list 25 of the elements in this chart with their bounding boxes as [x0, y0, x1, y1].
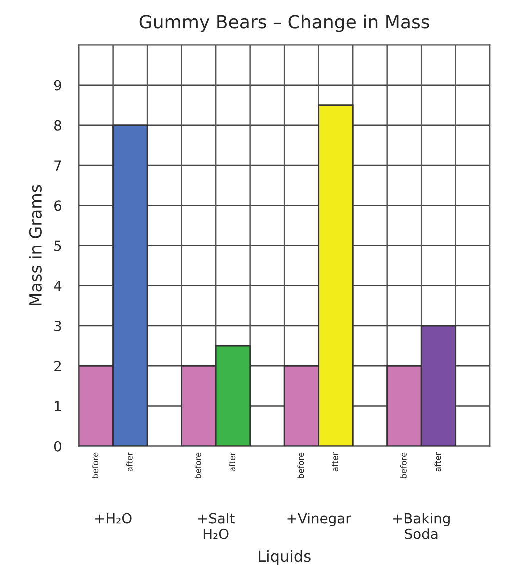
y-tick-label: 4: [54, 281, 62, 292]
text: after: [126, 452, 133, 472]
y-tick-label: 8: [54, 120, 62, 131]
y-tick-label: 0: [54, 441, 62, 452]
y-axis-title: Mass in Grams: [29, 185, 42, 306]
x-tick-label: +H₂O: [95, 513, 132, 524]
text: before: [298, 452, 304, 478]
text: before: [194, 452, 202, 478]
x-tick-label: +Vinegar: [288, 513, 352, 526]
text: before: [92, 452, 99, 478]
text: after: [332, 452, 338, 472]
y-tick-label: 7: [54, 160, 62, 171]
y-tick-label: 1: [55, 401, 62, 412]
x-tick-label: +Salt H₂O: [198, 513, 235, 540]
y-tick-label: 2: [54, 361, 61, 372]
y-tick-label: 6: [54, 200, 62, 212]
x-tick-label: +Baking Soda: [393, 513, 450, 540]
y-tick-label: 5: [54, 240, 62, 252]
text: after: [434, 452, 442, 472]
text: before: [400, 452, 407, 478]
y-tick-label: 3: [54, 320, 62, 332]
x-axis-title: Liquids: [259, 550, 311, 565]
text: after: [229, 452, 236, 472]
y-tick-label: 9: [54, 80, 62, 91]
chart-title: Gummy Bears – Change in Mass: [140, 14, 430, 32]
